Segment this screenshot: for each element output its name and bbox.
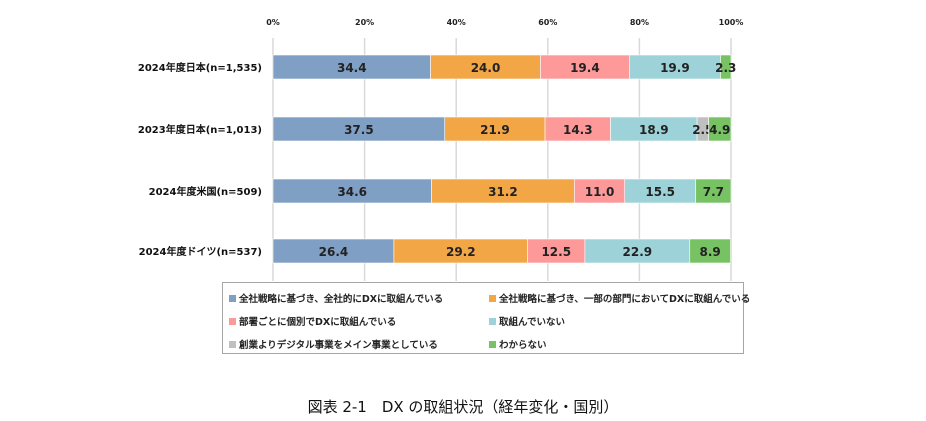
data-label: 2.5 [692, 123, 713, 137]
legend-label: 全社戦略に基づき、全社的にDXに取組んでいる [239, 294, 444, 305]
legend-swatch [229, 317, 236, 325]
legend-swatch [229, 294, 236, 302]
x-tick-label: 80% [630, 18, 649, 27]
legend-swatch [489, 317, 496, 325]
data-label: 19.9 [660, 61, 690, 75]
bar-segment [695, 178, 732, 204]
legend-item: 全社戦略に基づき、一部の部門においてDXに取組んでいる [489, 291, 750, 305]
bar-segment [629, 54, 721, 80]
data-label: 31.2 [488, 185, 518, 199]
legend-swatch [489, 294, 496, 302]
category-label: 2024年度日本(n=1,535) [138, 61, 262, 74]
data-label: 29.2 [446, 245, 476, 259]
data-label: 18.9 [639, 123, 669, 137]
legend-label: わからない [499, 340, 547, 351]
legend-label: 全社戦略に基づき、一部の部門においてDXに取組んでいる [499, 294, 751, 305]
legend: 全社戦略に基づき、全社的にDXに取組んでいる 全社戦略に基づき、一部の部門において… [222, 282, 750, 354]
data-label: 4.9 [709, 123, 730, 137]
bar-segment [720, 54, 732, 80]
bar-segment [272, 238, 395, 264]
data-label: 11.0 [585, 185, 615, 199]
legend-label: 部署ごとに個別でDXに取組んでいる [239, 317, 397, 328]
legend-item: 創業よりデジタル事業をメイン事業としている [229, 337, 438, 351]
data-label: 24.0 [471, 61, 501, 75]
data-label: 21.9 [480, 123, 510, 137]
bar-segment [544, 116, 611, 142]
data-label: 15.5 [645, 185, 675, 199]
data-label: 12.5 [541, 245, 571, 259]
bar-segment [430, 54, 541, 80]
legend-label: 取組んでいない [499, 317, 566, 328]
data-label: 37.5 [344, 123, 374, 137]
data-label: 34.6 [337, 185, 367, 199]
stacked-bar-chart: 0% 20% 40% 60% 80% 100% 2024年度日本(n=1,535) 2023年… [138, 18, 744, 281]
data-label: 26.4 [319, 245, 349, 259]
x-tick-label: 40% [447, 18, 466, 27]
data-label: 8.9 [700, 245, 721, 259]
bar-segment [272, 178, 432, 204]
bar-segment [610, 116, 698, 142]
bar-segment [708, 116, 732, 142]
x-tick-label: 60% [538, 18, 557, 27]
category-label: 2024年度ドイツ(n=537) [139, 245, 262, 258]
legend-item: わからない [489, 337, 547, 351]
legend-swatch [229, 340, 236, 348]
figure-caption: 図表 2-1 DX の取組状況（経年変化・国別） [307, 398, 619, 416]
data-label: 7.7 [703, 185, 724, 199]
legend-item: 全社戦略に基づき、全社的にDXに取組んでいる [229, 291, 443, 305]
legend-item: 部署ごとに個別でDXに取組んでいる [229, 314, 396, 328]
category-label: 2023年度日本(n=1,013) [138, 123, 262, 136]
bar-segment [574, 178, 626, 204]
data-label: 34.4 [337, 61, 367, 75]
data-label: 2.3 [715, 61, 736, 75]
legend-label: 創業よりデジタル事業をメイン事業としている [239, 340, 438, 351]
bar-segment [689, 238, 731, 264]
data-label: 22.9 [623, 245, 653, 259]
category-label: 2024年度米国(n=509) [149, 185, 262, 198]
x-tick-label: 0% [266, 18, 280, 27]
data-label: 14.3 [563, 123, 593, 137]
bar-segment [444, 116, 546, 142]
legend-item: 取組んでいない [489, 314, 565, 328]
x-tick-label: 100% [719, 18, 744, 27]
x-tick-label: 20% [355, 18, 374, 27]
bar-segment [272, 116, 446, 142]
bar-segment [584, 238, 691, 264]
legend-swatch [489, 340, 496, 348]
data-label: 19.4 [570, 61, 600, 75]
bar-segment [540, 54, 630, 80]
